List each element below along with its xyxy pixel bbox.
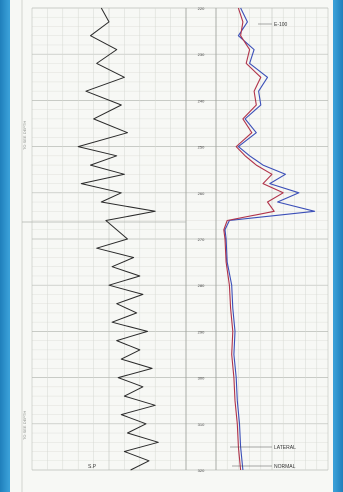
depth-label: 320 [198, 468, 205, 473]
curve-s-p [77, 7, 159, 471]
well-log-sheet: 220 230 240 250 260 270 280 290 300 310 320 TO SEE … [10, 0, 333, 492]
depth-label: 280 [198, 283, 205, 288]
annotation-sp: S.P [88, 464, 97, 470]
depth-label: 270 [198, 237, 205, 242]
depth-label: 230 [198, 52, 205, 57]
depth-label: 240 [198, 98, 205, 103]
well-log-chart: 220 230 240 250 260 270 280 290 300 310 320 TO SEE … [21, 0, 329, 492]
depth-label: 260 [198, 191, 205, 196]
curve-normal [223, 7, 284, 471]
annotation-normal: NORMAL [274, 464, 296, 470]
side-label: TO SEE DEPTH [22, 121, 27, 150]
curve-lateral [224, 7, 316, 471]
depth-label: 220 [198, 6, 205, 11]
depth-label: 310 [198, 422, 205, 427]
side-label: TO SEE DEPTH [22, 411, 27, 440]
depth-label: 250 [198, 145, 205, 150]
depth-label: 300 [198, 376, 205, 381]
depth-label: 290 [198, 329, 205, 334]
annotation-lateral: LATERAL [274, 445, 296, 451]
annotation-e100: E-100 [274, 22, 288, 28]
